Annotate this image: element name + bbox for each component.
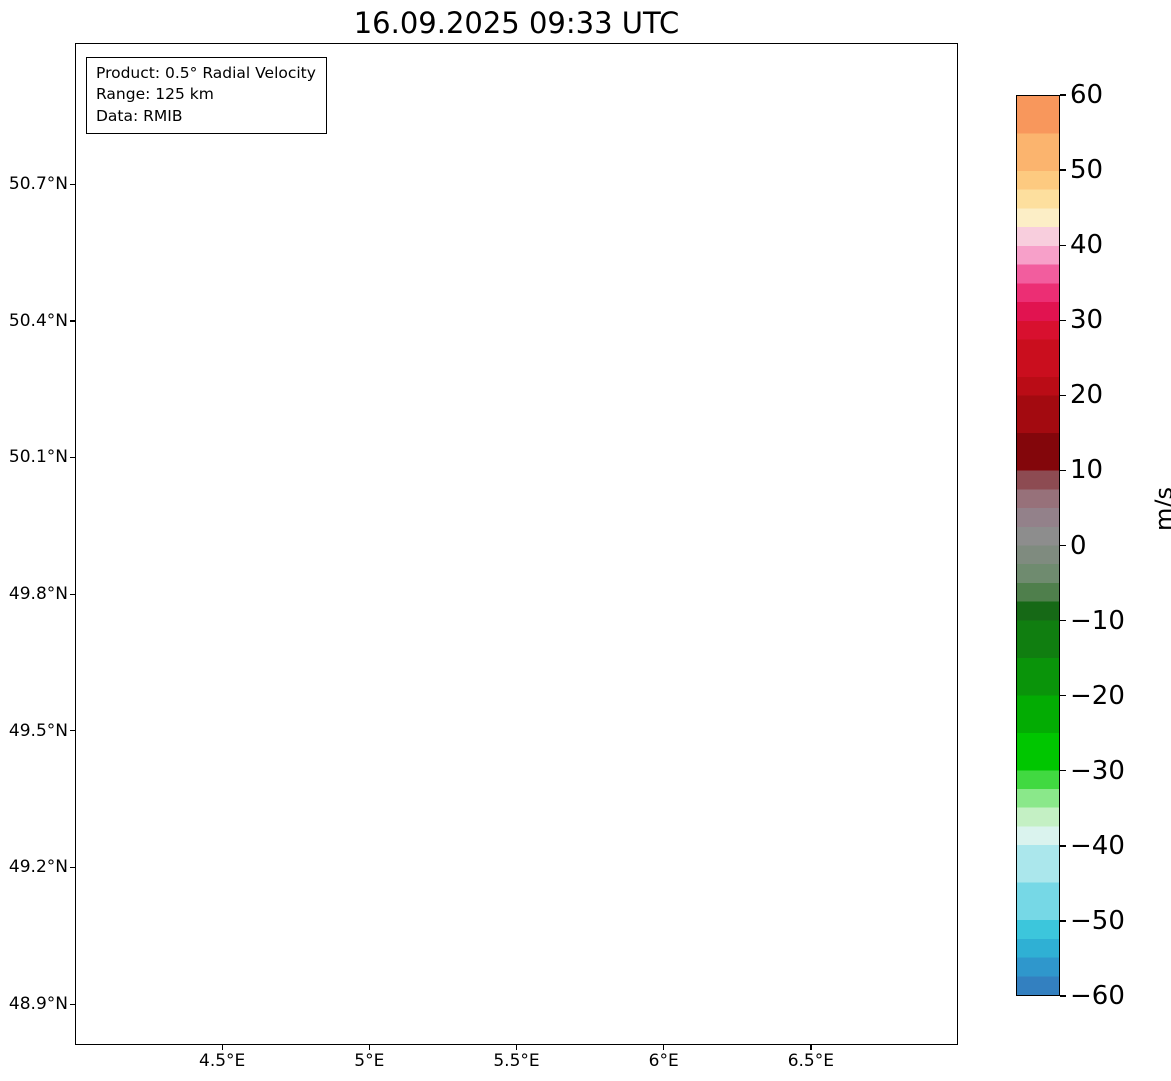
colorbar-tick-label: 30 xyxy=(1070,305,1104,336)
axis-tick-mark xyxy=(368,1045,371,1050)
x-tick-label: 5°E xyxy=(354,1051,385,1071)
colorbar-tick-label: 50 xyxy=(1070,155,1104,186)
colorbar-tick-label: 40 xyxy=(1070,230,1104,261)
axis-tick-mark xyxy=(1060,244,1066,246)
colorbar xyxy=(1016,95,1060,996)
axis-tick-mark xyxy=(70,866,75,869)
x-tick-label: 5.5°E xyxy=(493,1051,540,1071)
colorbar-tick-label: 10 xyxy=(1070,455,1104,486)
axis-tick-mark xyxy=(70,456,75,459)
axis-tick-mark xyxy=(1060,995,1066,997)
axis-tick-mark xyxy=(221,1045,223,1050)
axis-tick-mark xyxy=(1060,619,1066,622)
colorbar-tick-label: 20 xyxy=(1070,380,1104,411)
axis-tick-mark xyxy=(70,593,75,595)
y-tick-label: 50.1°N xyxy=(8,447,68,468)
colorbar-tick-label: 0 xyxy=(1070,530,1087,561)
axis-tick-mark xyxy=(663,1045,665,1050)
axis-tick-mark xyxy=(1060,394,1066,397)
axis-tick-mark xyxy=(1060,544,1066,547)
plot-area xyxy=(75,43,958,1045)
axis-tick-mark xyxy=(1060,94,1066,96)
info-range: Range: 125 km xyxy=(96,85,214,104)
y-tick-label: 50.4°N xyxy=(8,310,68,331)
y-tick-label: 48.9°N xyxy=(8,994,68,1014)
axis-tick-mark xyxy=(70,183,75,185)
colorbar-tick-label: −10 xyxy=(1070,605,1125,636)
colorbar-tick-label: 60 xyxy=(1070,80,1104,110)
x-tick-label: 6°E xyxy=(648,1051,679,1071)
colorbar-tick-label: −60 xyxy=(1070,981,1125,1011)
x-tick-label: 6.5°E xyxy=(787,1051,834,1071)
axis-tick-mark xyxy=(516,1045,518,1050)
y-tick-label: 49.2°N xyxy=(8,857,68,878)
x-tick-label: 4.5°E xyxy=(199,1051,246,1071)
axis-tick-mark xyxy=(1060,770,1066,772)
y-tick-label: 50.7°N xyxy=(8,174,68,195)
axis-tick-mark xyxy=(810,1045,812,1050)
colorbar-tick-label: −40 xyxy=(1070,830,1125,861)
colorbar-tick-label: −30 xyxy=(1070,755,1125,786)
axis-tick-mark xyxy=(1060,695,1066,697)
axis-tick-mark xyxy=(1060,845,1066,847)
axis-tick-mark xyxy=(1060,920,1066,922)
y-tick-label: 49.8°N xyxy=(8,584,68,605)
axis-tick-mark xyxy=(70,730,75,732)
axis-tick-mark xyxy=(1060,469,1066,472)
colorbar-tick-label: −20 xyxy=(1070,680,1125,711)
axis-tick-mark xyxy=(1060,169,1066,171)
info-data-source: Data: RMIB xyxy=(96,106,183,125)
axis-tick-mark xyxy=(70,1003,75,1005)
colorbar-units-label: m/s xyxy=(1150,487,1171,531)
colorbar-tick-label: −50 xyxy=(1070,905,1125,936)
y-tick-label: 49.5°N xyxy=(8,720,68,741)
info-product: Product: 0.5° Radial Velocity xyxy=(96,64,316,82)
axis-tick-mark xyxy=(1060,319,1066,321)
chart-title: 16.09.2025 09:33 UTC xyxy=(353,6,680,40)
axis-tick-mark xyxy=(70,320,75,322)
product-info-box: Product: 0.5° Radial Velocity Range: 125… xyxy=(86,57,327,135)
